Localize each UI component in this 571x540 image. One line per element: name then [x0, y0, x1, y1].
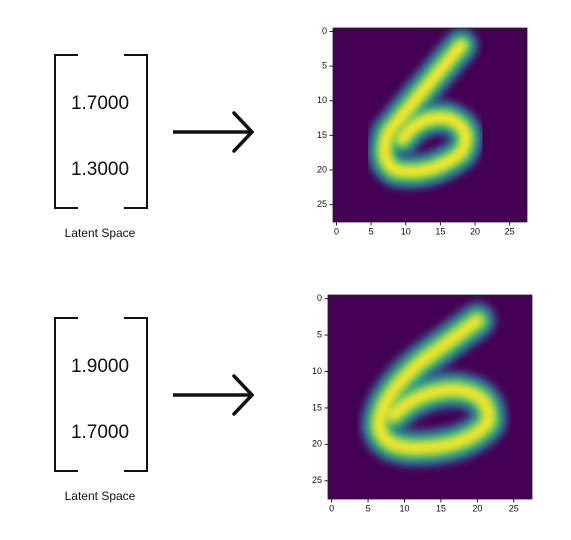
left-bracket	[54, 317, 78, 472]
y-tick-label: 10	[312, 366, 322, 376]
image-frame	[332, 27, 528, 223]
arrow-head	[232, 111, 255, 153]
y-tick-label: 15	[317, 130, 327, 140]
x-tick-label: 15	[435, 226, 445, 236]
x-tick-label: 25	[509, 503, 519, 513]
y-tick-label: 0	[317, 293, 322, 303]
digit-image	[333, 28, 527, 222]
y-tick-label: 15	[312, 402, 322, 412]
latent-value: 1.9000	[71, 356, 129, 377]
latent-value: 1.7000	[71, 422, 129, 443]
x-tick-label: 10	[399, 503, 409, 513]
digit-core	[379, 40, 471, 177]
x-tick-label: 0	[334, 226, 339, 236]
image-frame	[327, 294, 533, 500]
x-tick-label: 15	[436, 503, 446, 513]
x-tick-label: 25	[505, 226, 515, 236]
left-bracket	[54, 54, 78, 209]
digit-image	[328, 295, 532, 499]
x-tick-label: 5	[366, 503, 371, 513]
y-tick-label: 25	[312, 475, 322, 485]
x-tick-label: 5	[369, 226, 374, 236]
y-tick-label: 10	[317, 95, 327, 105]
y-tick-label: 20	[312, 439, 322, 449]
caption: Latent Space	[65, 489, 136, 503]
x-tick-label: 20	[470, 226, 480, 236]
x-tick-label: 0	[329, 503, 334, 513]
right-bracket	[124, 317, 148, 472]
digit-core	[373, 315, 495, 454]
y-tick-label: 0	[322, 26, 327, 36]
y-tick-label: 25	[317, 199, 327, 209]
x-tick-label: 20	[472, 503, 482, 513]
y-tick-label: 20	[317, 164, 327, 174]
y-tick-label: 5	[322, 60, 327, 70]
y-tick-label: 5	[317, 329, 322, 339]
x-tick-label: 10	[401, 226, 411, 236]
right-bracket	[124, 54, 148, 209]
latent-value: 1.3000	[71, 159, 129, 180]
arrow-head	[232, 374, 255, 416]
caption: Latent Space	[65, 226, 136, 240]
latent-value: 1.7000	[71, 93, 129, 114]
panel: 1.7000 1.3000 Latent Space 0 5 10 15 20 25 0 5 10 15…	[54, 26, 528, 240]
panel: 1.9000 1.7000 Latent Space 0 5 10 15 20 25 0 5 10 15…	[54, 293, 533, 513]
